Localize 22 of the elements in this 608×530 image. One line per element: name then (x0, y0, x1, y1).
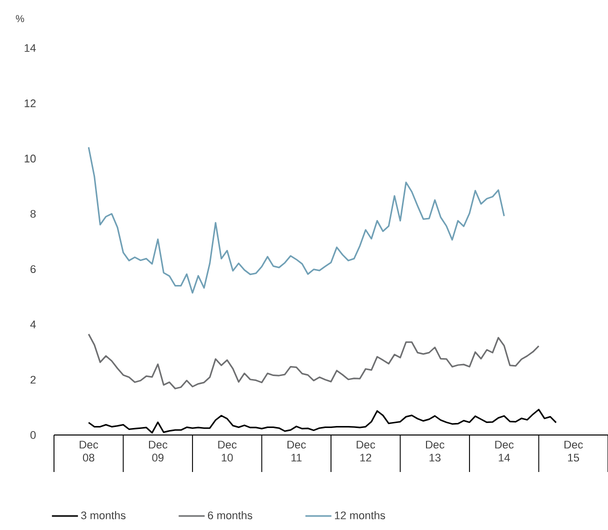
line-series (88, 333, 540, 390)
x-tick-label: Dec 15 (564, 440, 583, 462)
x-tick-label: Dec 08 (80, 440, 98, 462)
x-tick-label: Dec 13 (426, 440, 444, 462)
x-tick-label: Dec 14 (495, 440, 514, 462)
y-tick-label: 12 (24, 99, 36, 108)
y-tick-label: 6 (30, 265, 36, 274)
x-tick-label: Dec 11 (288, 440, 306, 462)
y-tick-label: 14 (24, 44, 36, 52)
y-tick-label: 0 (30, 431, 36, 439)
x-tick-label: Dec 10 (218, 440, 237, 462)
x-tick-label: Dec 09 (149, 440, 168, 462)
legend-label: 3 months (81, 511, 126, 520)
y-tick-label: 2 (30, 376, 36, 384)
line-series (88, 146, 505, 294)
y-tick-label: 10 (24, 154, 36, 162)
y-axis-title: % (16, 15, 24, 22)
y-tick-label: 8 (30, 210, 36, 218)
legend-label: 6 months (208, 511, 252, 520)
x-tick-label: Dec 12 (356, 440, 376, 462)
legend-label: 12 months (334, 511, 386, 520)
y-tick-label: 4 (30, 320, 36, 328)
